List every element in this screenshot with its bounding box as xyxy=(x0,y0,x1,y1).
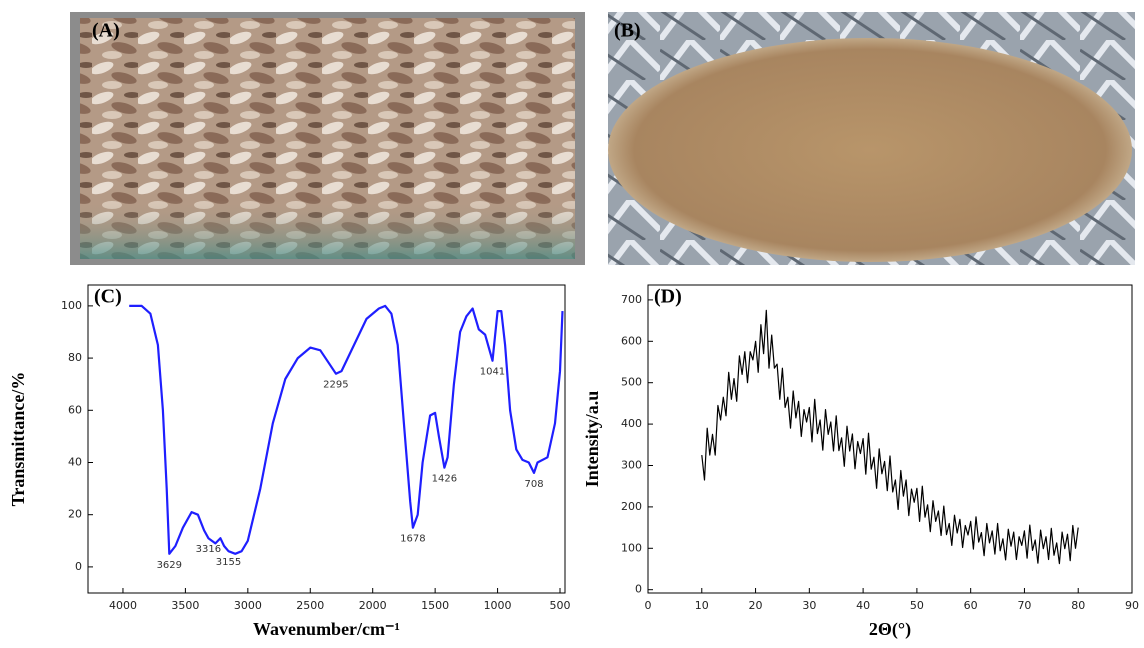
peak-label: 1426 xyxy=(432,474,457,485)
y-tick-label: 80 xyxy=(68,351,82,364)
x-tick-label: 20 xyxy=(749,599,763,612)
y-tick-label: 40 xyxy=(68,455,82,468)
figure: (A) (B) 40003500300025002000150010005000… xyxy=(0,0,1144,648)
x-tick-label: 4000 xyxy=(109,599,137,612)
y-tick-label: 0 xyxy=(635,583,642,596)
y-tick-label: 600 xyxy=(621,334,642,347)
peak-label: 3629 xyxy=(157,560,182,571)
peak-label: 3316 xyxy=(196,544,221,555)
x-tick-label: 0 xyxy=(645,599,652,612)
panel-label: (D) xyxy=(654,286,682,308)
x-tick-label: 50 xyxy=(910,599,924,612)
peak-label: 1678 xyxy=(400,534,425,545)
x-tick-label: 3000 xyxy=(234,599,262,612)
x-tick-label: 2000 xyxy=(359,599,387,612)
photo-b: (B) xyxy=(608,12,1135,265)
y-tick-label: 500 xyxy=(621,376,642,389)
y-tick-label: 200 xyxy=(621,500,642,513)
x-tick-label: 90 xyxy=(1125,599,1139,612)
x-tick-label: 3500 xyxy=(171,599,199,612)
peak-label: 3155 xyxy=(216,557,241,568)
y-tick-label: 300 xyxy=(621,458,642,471)
photo-label: (A) xyxy=(92,20,120,42)
y-tick-label: 0 xyxy=(75,560,82,573)
data-line xyxy=(129,306,562,554)
x-tick-label: 80 xyxy=(1071,599,1085,612)
x-axis-label: Wavenumber/cm⁻¹ xyxy=(253,619,400,639)
plot-frame xyxy=(648,285,1132,593)
y-axis-label: Transmittance/% xyxy=(8,372,28,507)
peak-label: 1041 xyxy=(480,367,505,378)
peak-label: 2295 xyxy=(323,380,348,391)
peak-label: 708 xyxy=(524,479,543,490)
x-tick-label: 30 xyxy=(802,599,816,612)
x-tick-label: 60 xyxy=(964,599,978,612)
x-tick-label: 70 xyxy=(1017,599,1031,612)
x-axis-label: 2Θ(°) xyxy=(869,619,911,640)
y-tick-label: 60 xyxy=(68,403,82,416)
panel-label: (C) xyxy=(94,286,122,308)
data-line xyxy=(702,310,1078,563)
y-tick-label: 20 xyxy=(68,508,82,521)
y-axis-label: Intensity/a.u xyxy=(582,391,602,488)
x-tick-label: 1500 xyxy=(421,599,449,612)
x-tick-label: 10 xyxy=(695,599,709,612)
x-tick-label: 500 xyxy=(550,599,571,612)
y-tick-label: 700 xyxy=(621,293,642,306)
y-tick-label: 100 xyxy=(61,299,82,312)
plot-frame xyxy=(88,285,565,593)
x-tick-label: 2500 xyxy=(296,599,324,612)
x-tick-label: 40 xyxy=(856,599,870,612)
y-tick-label: 400 xyxy=(621,417,642,430)
photo-label: (B) xyxy=(614,20,641,42)
y-tick-label: 100 xyxy=(621,541,642,554)
x-tick-label: 1000 xyxy=(484,599,512,612)
photo-a: (A) xyxy=(70,12,585,265)
